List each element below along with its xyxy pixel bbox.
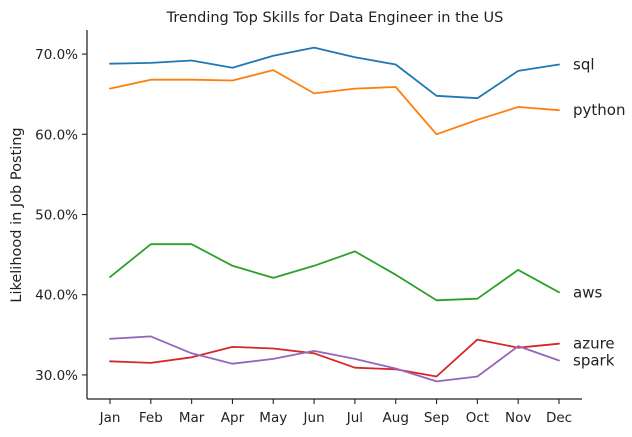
y-tick-label: 70.0% xyxy=(35,47,78,63)
series-line-azure xyxy=(109,338,560,378)
x-tick-label: May xyxy=(259,410,287,426)
x-tick-label: Feb xyxy=(139,410,163,426)
x-tick-label: Jan xyxy=(99,410,121,426)
y-tick-label: 60.0% xyxy=(35,127,78,143)
series-label-azure: azure xyxy=(573,335,615,353)
series-line-sql xyxy=(109,46,560,100)
series-label-python: python xyxy=(573,101,625,119)
x-tick-label: Jun xyxy=(303,410,325,426)
x-tick-label: Apr xyxy=(221,410,245,426)
series-label-sql: sql xyxy=(573,55,595,73)
series-line-python xyxy=(109,69,560,136)
x-tick-label: Mar xyxy=(179,410,205,426)
x-tick-label: Dec xyxy=(546,410,572,426)
series-label-aws: aws xyxy=(573,283,602,301)
y-tick-label: 40.0% xyxy=(35,288,78,304)
x-tick-label: Jul xyxy=(346,410,363,426)
y-axis-ticks: 30.0% 40.0% 50.0% 60.0% 70.0% xyxy=(35,47,87,384)
series-line-aws xyxy=(109,243,560,302)
y-tick-label: 50.0% xyxy=(35,208,78,224)
y-axis-label: Likelihood in Job Posting xyxy=(9,127,25,302)
series-label-spark: spark xyxy=(573,351,615,369)
y-tick-label: 30.0% xyxy=(35,368,78,384)
series-line-spark xyxy=(109,335,560,383)
series-lines xyxy=(109,46,560,383)
x-tick-label: Sep xyxy=(424,410,449,426)
x-tick-label: Nov xyxy=(505,410,531,426)
x-tick-label: Oct xyxy=(466,410,489,426)
chart-title: Trending Top Skills for Data Engineer in… xyxy=(166,10,504,26)
x-axis-ticks: Jan Feb Mar Apr May Jun Jul Aug Sep Oct Nov Dec xyxy=(99,399,572,426)
axes-spines xyxy=(86,30,582,400)
x-tick-label: Aug xyxy=(383,410,409,426)
